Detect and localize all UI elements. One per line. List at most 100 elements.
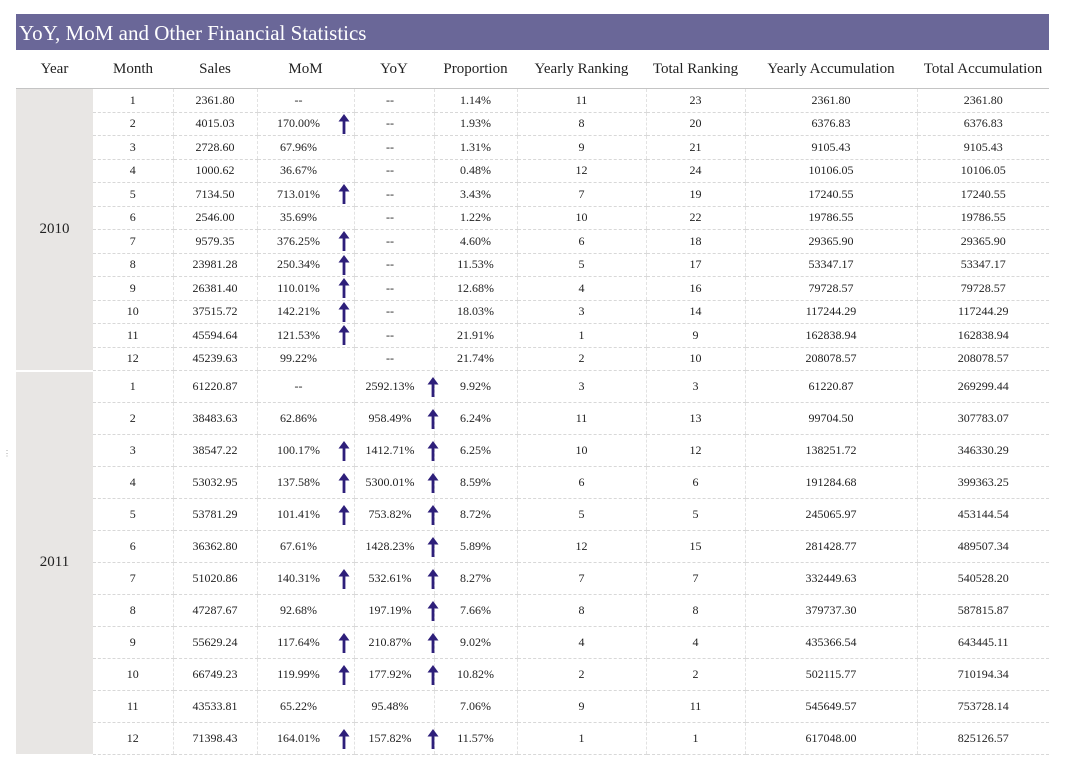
yoy-value: -- (386, 116, 394, 131)
yoy-value: 5300.01% (365, 475, 415, 489)
year-cell: 2010 (16, 88, 93, 372)
yearly-accumulation-cell: 332449.63 (744, 562, 917, 595)
mom-cell: 62.86% (256, 402, 354, 435)
yearly-ranking-cell: 8 (516, 112, 646, 136)
mom-value: 137.58% (277, 475, 320, 489)
mom-cell: -- (256, 370, 354, 403)
yoy-cell: -- (353, 159, 434, 183)
total-ranking-cell: 15 (645, 530, 745, 563)
month-cell: 6 (93, 206, 173, 230)
proportion-cell: 6.25% (433, 434, 517, 467)
total-accumulation-cell: 269299.44 (916, 370, 1049, 403)
total-accumulation-cell: 307783.07 (916, 402, 1049, 435)
mom-value: 62.86% (280, 411, 317, 425)
mom-value: 67.61% (280, 539, 317, 553)
arrow-up-icon (337, 113, 351, 135)
sales-cell: 2361.80 (172, 88, 257, 113)
yoy-cell: 5300.01% (353, 466, 438, 499)
mom-value: 110.01% (277, 280, 320, 295)
yoy-cell: -- (353, 229, 434, 254)
table-row: 6 2546.00 35.69% -- 1.22% 10 22 19786.55 19786.5… (16, 206, 1049, 230)
total-accumulation-cell: 117244.29 (916, 300, 1049, 324)
mom-cell: 110.01% (256, 276, 354, 301)
month-cell: 5 (93, 498, 173, 531)
month-cell: 9 (93, 626, 173, 659)
total-accumulation-cell: 587815.87 (916, 594, 1049, 627)
sales-cell: 61220.87 (172, 370, 257, 403)
total-ranking-cell: 10 (645, 347, 745, 371)
arrow-up-icon (426, 600, 440, 622)
yoy-cell: -- (353, 300, 434, 324)
month-cell: 3 (93, 434, 173, 467)
proportion-cell: 1.14% (433, 88, 517, 113)
total-ranking-cell: 12 (645, 434, 745, 467)
yoy-cell: 95.48% (353, 690, 434, 723)
arrow-up-icon (426, 664, 440, 686)
proportion-cell: 1.93% (433, 112, 517, 136)
resize-handle[interactable]: ⋮ (3, 449, 11, 458)
month-cell: 11 (93, 323, 173, 348)
month-cell: 7 (93, 562, 173, 595)
col-header-month[interactable]: Month (93, 50, 173, 89)
yoy-value: 2592.13% (365, 379, 415, 393)
arrow-up-icon (426, 632, 440, 654)
arrow-up-icon (426, 504, 440, 526)
arrow-up-icon (337, 472, 351, 494)
yearly-accumulation-cell: 281428.77 (744, 530, 917, 563)
total-ranking-cell: 2 (645, 658, 745, 691)
proportion-cell: 7.06% (433, 690, 517, 723)
total-ranking-cell: 6 (645, 466, 745, 499)
mom-cell: 137.58% (256, 466, 354, 499)
yearly-accumulation-cell: 245065.97 (744, 498, 917, 531)
col-header-yearly-accumulation[interactable]: Yearly Accumulation (745, 50, 917, 89)
yoy-value: 197.19% (368, 603, 412, 617)
sales-cell: 2728.60 (172, 135, 257, 160)
yoy-value: 1428.23% (365, 539, 415, 553)
table-body: 2010 1 2361.80 -- -- 1.14% 11 23 2361.80 2361.80 2… (16, 88, 1049, 756)
yoy-cell: -- (353, 253, 434, 277)
yoy-cell: -- (353, 112, 434, 136)
total-ranking-cell: 8 (645, 594, 745, 627)
header-row: Year Month Sales MoM YoY Proportion Year… (16, 50, 1049, 89)
mom-cell: 36.67% (256, 159, 354, 183)
yearly-accumulation-cell: 435366.54 (744, 626, 917, 659)
proportion-cell: 8.72% (433, 498, 517, 531)
yearly-accumulation-cell: 162838.94 (744, 323, 917, 348)
col-header-year[interactable]: Year (16, 50, 93, 89)
yoy-value: 95.48% (371, 699, 409, 713)
yearly-accumulation-cell: 10106.05 (744, 159, 917, 183)
table-row: 4 1000.62 36.67% -- 0.48% 12 24 10106.05 10106.0… (16, 159, 1049, 183)
mom-cell: 121.53% (256, 323, 354, 348)
yoy-value: -- (386, 163, 394, 178)
col-header-mom[interactable]: MoM (257, 50, 354, 89)
col-header-total-accumulation[interactable]: Total Accumulation (917, 50, 1049, 89)
yearly-ranking-cell: 1 (516, 722, 646, 755)
mom-value: 92.68% (280, 603, 317, 617)
table-row: 2 4015.03 170.00% -- 1.93% 8 20 6376.83 6376.83 (16, 112, 1049, 136)
total-accumulation-cell: 79728.57 (916, 276, 1049, 301)
month-cell: 2 (93, 402, 173, 435)
total-ranking-cell: 4 (645, 626, 745, 659)
table-row: 3 38547.22 100.17% 1412.71% 6.25% 10 12 138251.… (16, 434, 1049, 467)
yearly-accumulation-cell: 502115.77 (744, 658, 917, 691)
proportion-cell: 21.74% (433, 347, 517, 371)
mom-cell: 100.17% (256, 434, 354, 467)
yearly-ranking-cell: 12 (516, 530, 646, 563)
col-header-sales[interactable]: Sales (173, 50, 257, 89)
sales-cell: 45594.64 (172, 323, 257, 348)
total-accumulation-cell: 10106.05 (916, 159, 1049, 183)
col-header-proportion[interactable]: Proportion (434, 50, 517, 89)
col-header-yoy[interactable]: YoY (354, 50, 434, 89)
sales-cell: 47287.67 (172, 594, 257, 627)
col-header-total-ranking[interactable]: Total Ranking (646, 50, 745, 89)
col-header-yearly-ranking[interactable]: Yearly Ranking (517, 50, 646, 89)
sales-cell: 43533.81 (172, 690, 257, 723)
total-accumulation-cell: 53347.17 (916, 253, 1049, 277)
proportion-cell: 8.27% (433, 562, 517, 595)
yearly-ranking-cell: 4 (516, 276, 646, 301)
arrow-up-icon (337, 254, 351, 276)
yoy-cell: -- (353, 135, 434, 160)
month-cell: 8 (93, 253, 173, 277)
yearly-ranking-cell: 2 (516, 658, 646, 691)
total-ranking-cell: 24 (645, 159, 745, 183)
